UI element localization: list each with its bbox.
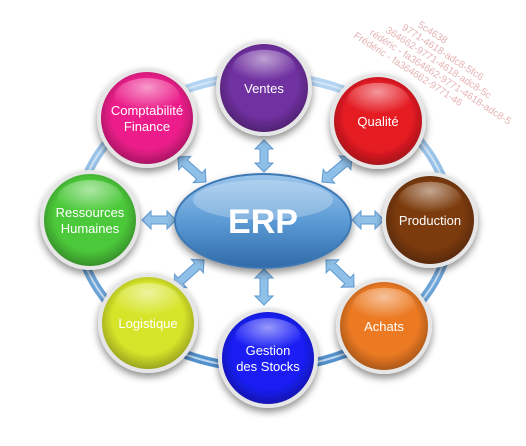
connector-arrow [141, 209, 177, 231]
erp-center-node[interactable]: ERP [174, 173, 352, 269]
module-production[interactable]: Production [382, 172, 478, 268]
module-logistique-label: Logistique [118, 316, 177, 331]
module-production-label: Production [399, 213, 461, 228]
module-ventes-label: Ventes [244, 81, 284, 96]
connector-arrow [321, 155, 353, 184]
module-achats-label: Achats [364, 319, 404, 334]
connector-arrows [141, 139, 385, 306]
module-comptabilite-finance-label: Comptabilité [111, 103, 183, 118]
erp-center-label: ERP [228, 203, 298, 241]
module-nodes: Ventes Qualité Production Achats Gestiondes … [40, 40, 478, 408]
connector-arrow [325, 259, 355, 288]
module-qualite[interactable]: Qualité [330, 73, 426, 169]
module-qualite-label: Qualité [357, 114, 398, 129]
module-ressources-humaines-label: Humaines [61, 221, 120, 236]
module-ressources-humaines-label: Ressources [56, 205, 125, 220]
connector-arrow [253, 268, 275, 306]
module-gestion-des-stocks-label: des Stocks [236, 359, 300, 374]
module-gestion-des-stocks-label: Gestion [246, 343, 291, 358]
module-comptabilite-finance-label: Finance [124, 119, 170, 134]
module-ventes[interactable]: Ventes [216, 40, 312, 136]
module-achats[interactable]: Achats [336, 278, 432, 374]
connector-arrow [173, 258, 205, 289]
connector-arrow [177, 155, 207, 184]
module-logistique[interactable]: Logistique [98, 273, 198, 373]
connector-arrow [253, 139, 275, 173]
connector-arrow [351, 209, 385, 231]
